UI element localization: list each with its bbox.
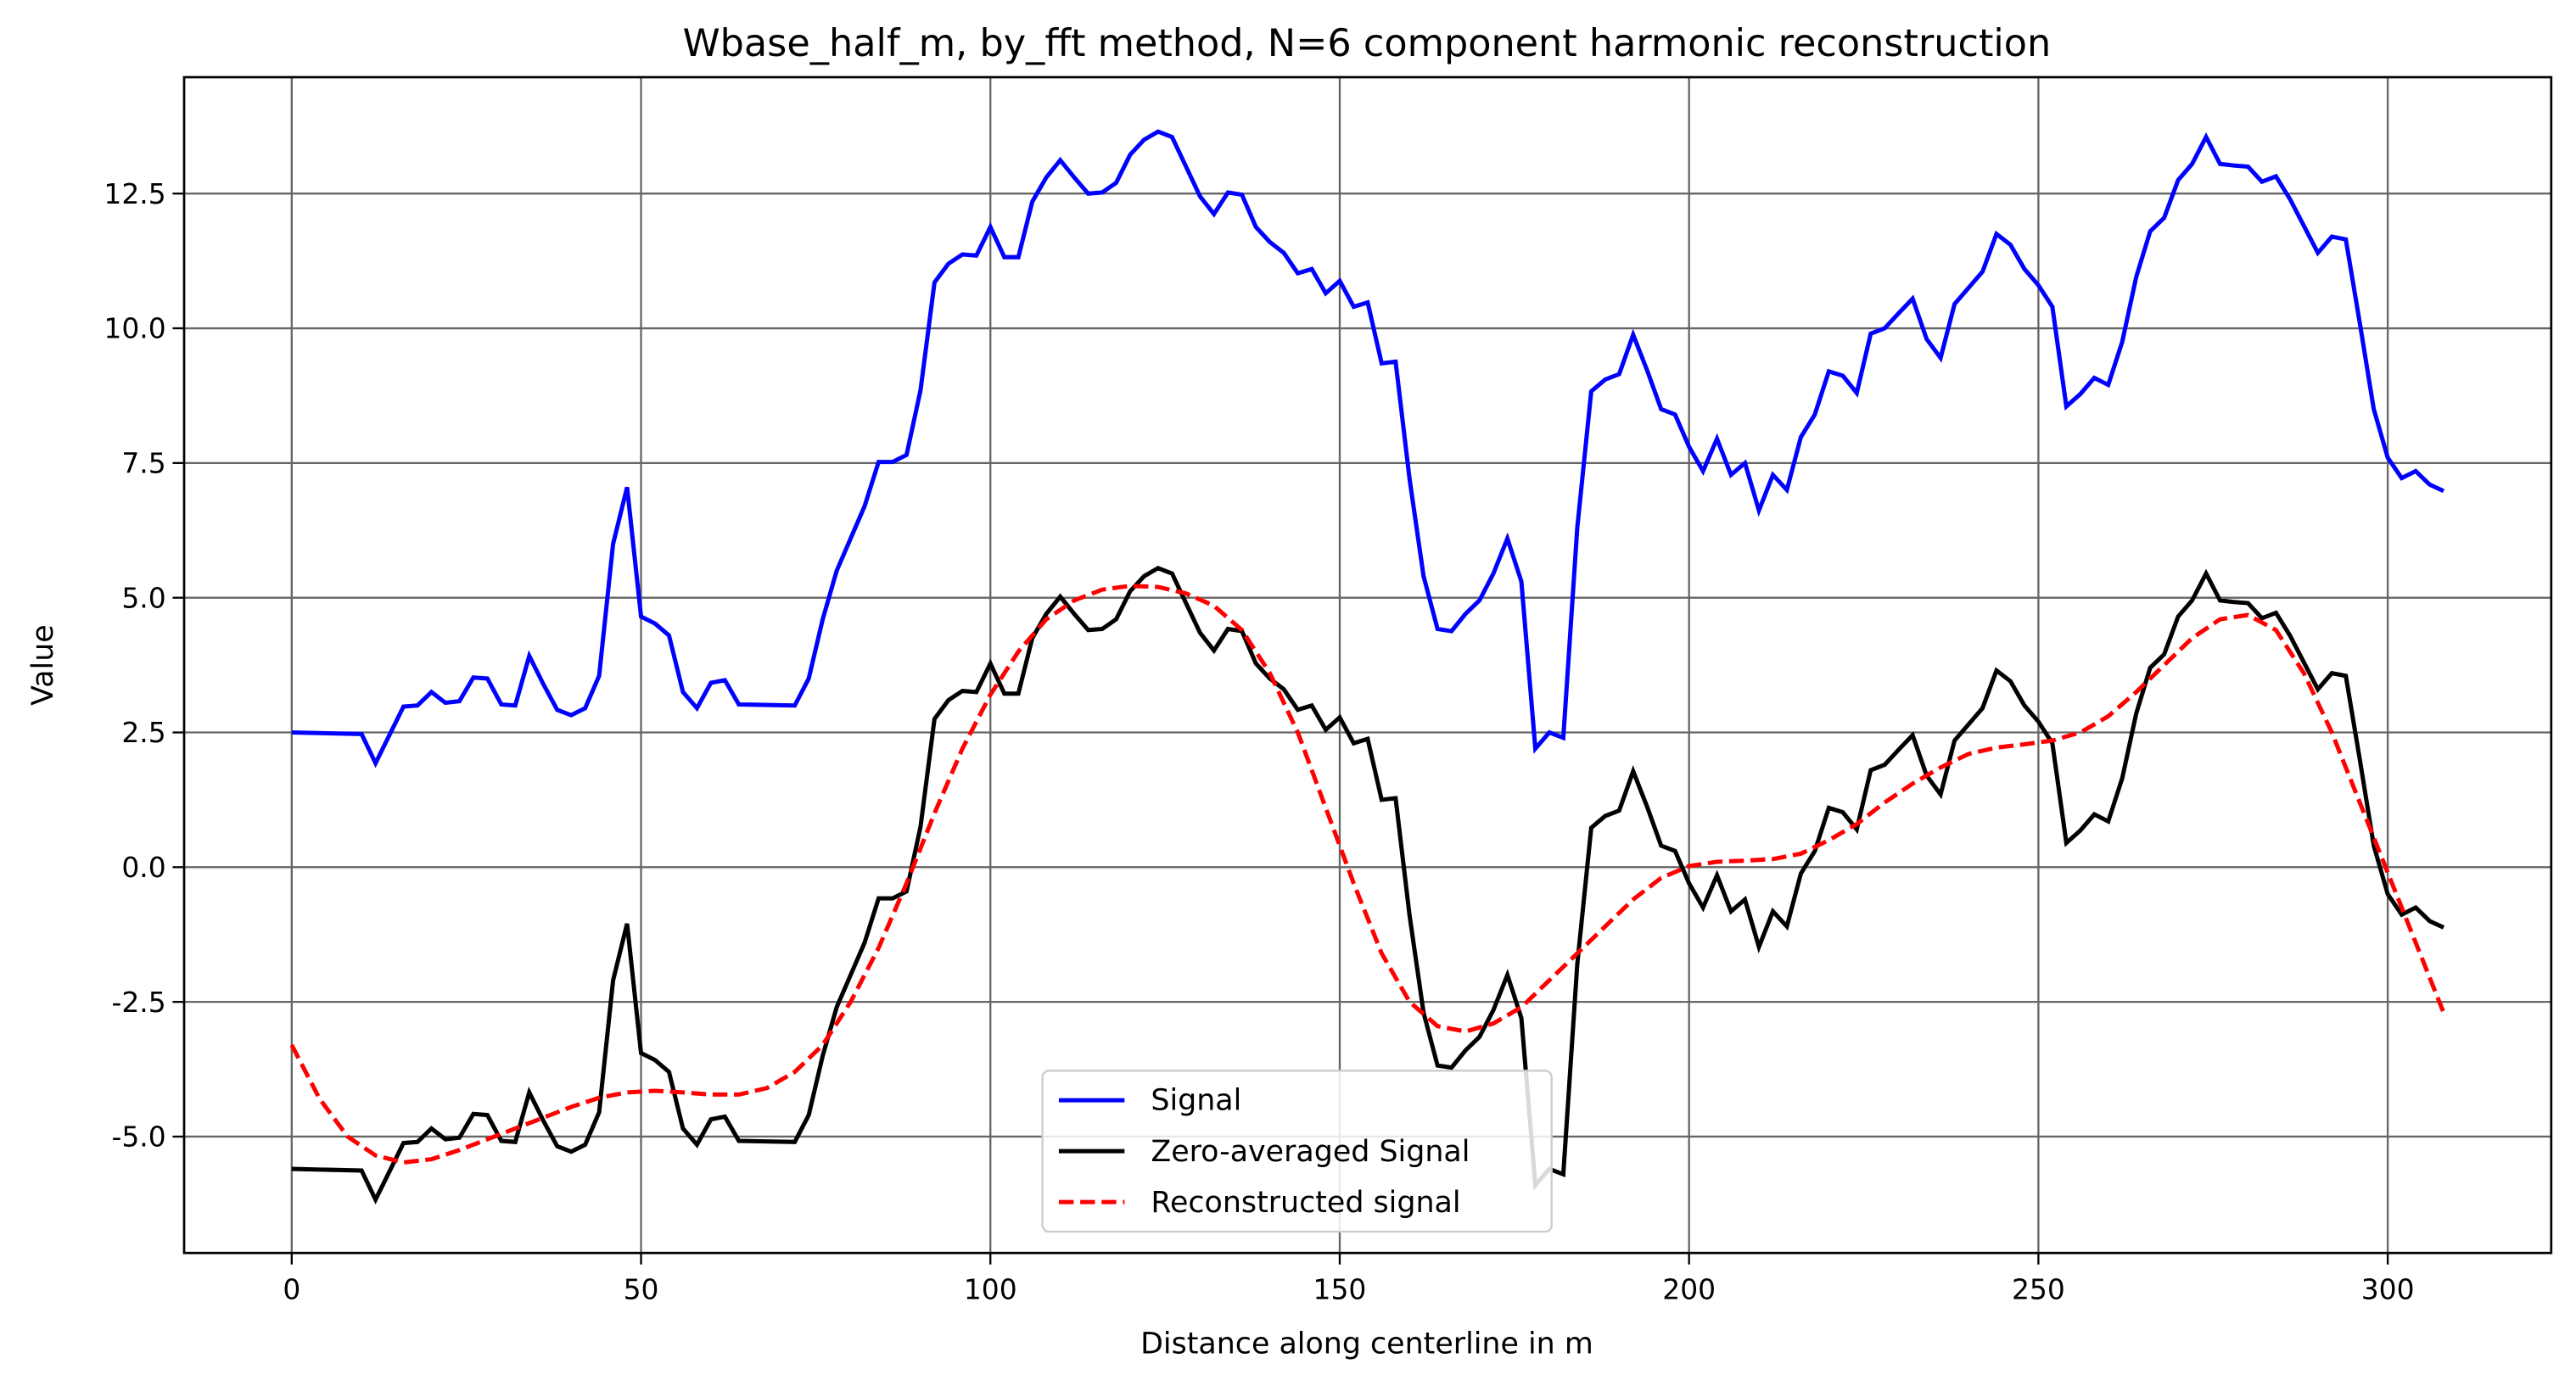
y-tick-label: 0.0 bbox=[121, 851, 165, 884]
y-tick-label: 12.5 bbox=[104, 177, 165, 210]
legend-label: Zero-averaged Signal bbox=[1151, 1135, 1470, 1169]
y-axis-label: Value bbox=[26, 624, 60, 706]
x-tick-label: 50 bbox=[624, 1272, 659, 1305]
x-axis-label: Distance along centerline in m bbox=[1140, 1327, 1593, 1361]
x-tick-label: 250 bbox=[2012, 1272, 2065, 1305]
legend-label: Reconstructed signal bbox=[1151, 1186, 1460, 1220]
x-tick-label: 200 bbox=[1662, 1272, 1716, 1305]
legend-label: Signal bbox=[1151, 1084, 1241, 1118]
y-tick-label: -5.0 bbox=[111, 1121, 165, 1154]
y-tick-label: 5.0 bbox=[121, 581, 165, 614]
x-tick-label: 100 bbox=[964, 1272, 1017, 1305]
y-tick-label: -2.5 bbox=[111, 986, 165, 1019]
x-tick-label: 300 bbox=[2361, 1272, 2415, 1305]
series-line bbox=[291, 129, 2445, 768]
x-tick-label: 0 bbox=[283, 1272, 300, 1305]
y-tick-label: 7.5 bbox=[121, 446, 165, 479]
legend: Signal Zero-averaged Signal Reconstructed … bbox=[1041, 1070, 1553, 1233]
series-line bbox=[289, 584, 2446, 1165]
legend-box bbox=[1041, 1070, 1553, 1233]
chart-title: Wbase_half_m, by_fft method, N=6 compone… bbox=[683, 22, 2052, 65]
y-tick-label: 2.5 bbox=[121, 716, 165, 749]
plot-frame bbox=[182, 75, 2553, 1255]
y-tick-label: 10.0 bbox=[104, 312, 165, 345]
x-tick-label: 150 bbox=[1313, 1272, 1367, 1305]
